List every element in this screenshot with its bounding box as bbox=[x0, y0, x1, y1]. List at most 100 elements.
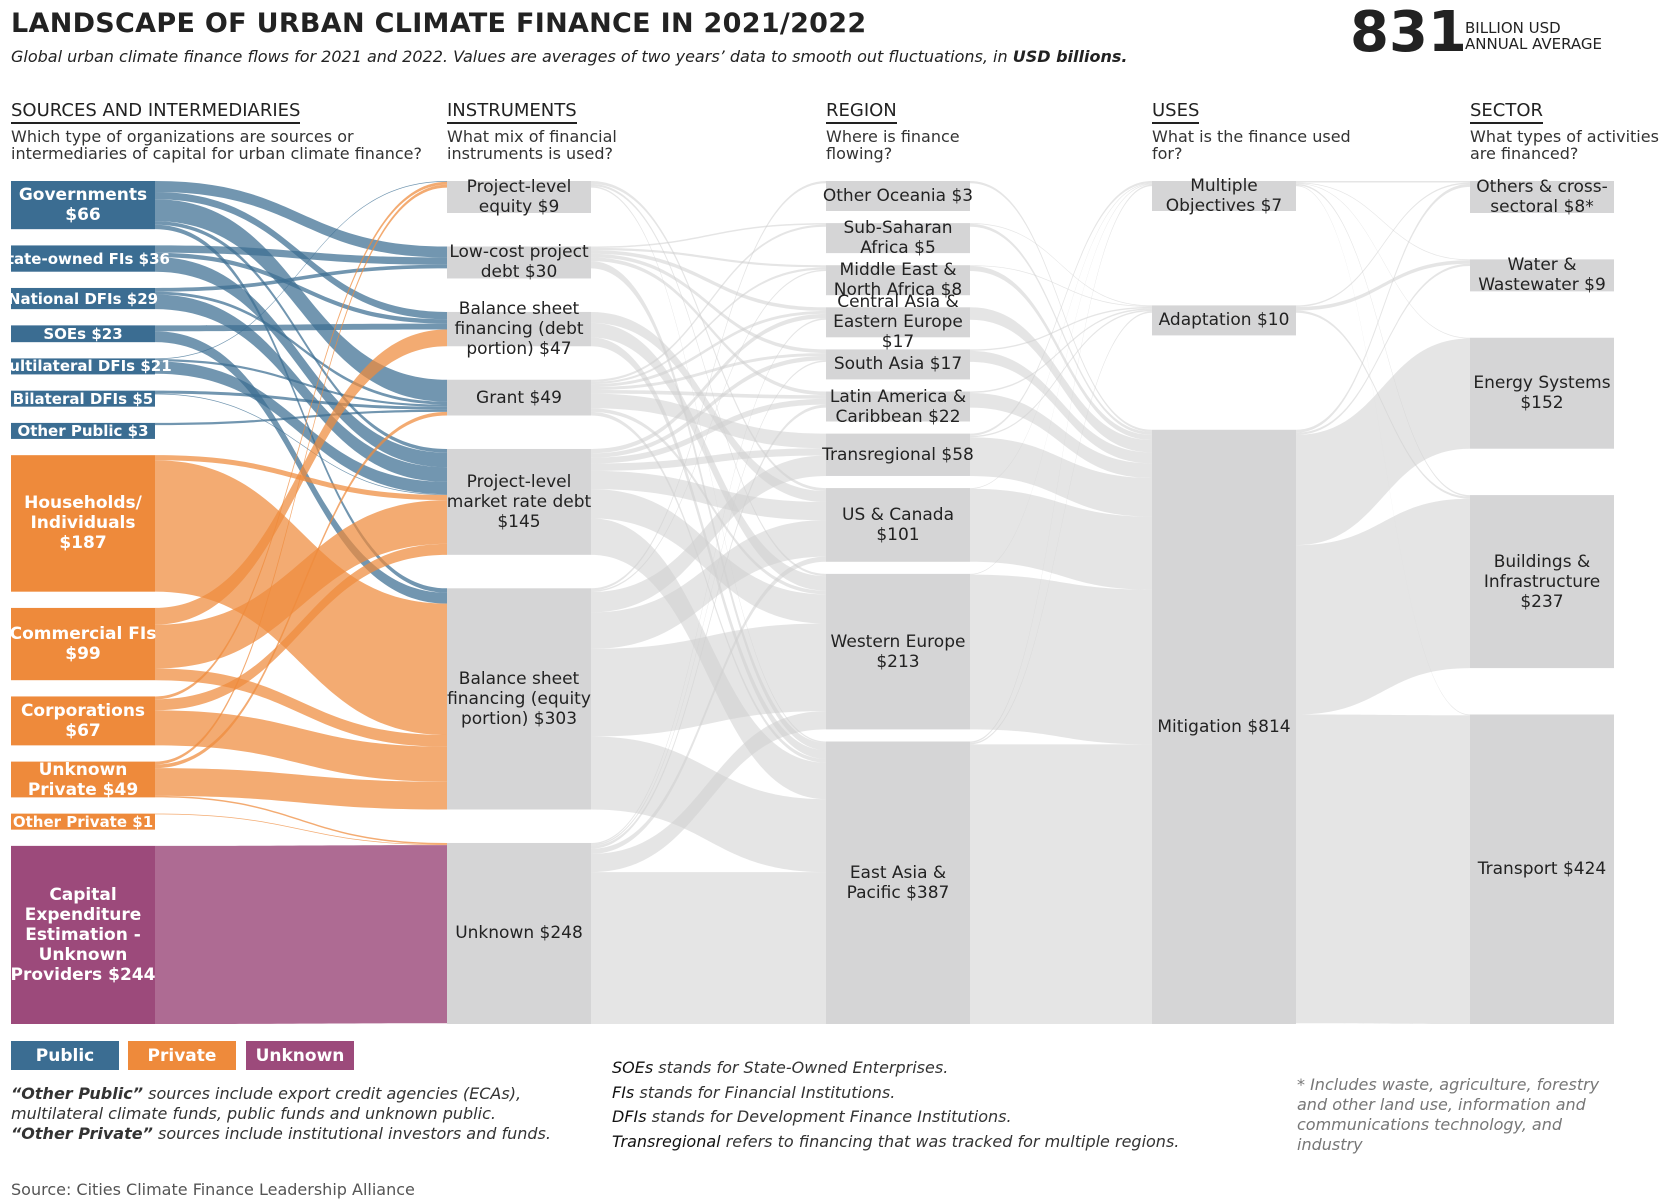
node-label: Balance sheet financing (debt portion) $… bbox=[443, 299, 595, 359]
node-value: $187 bbox=[59, 533, 107, 554]
node-label: Transregional $58 bbox=[822, 434, 974, 476]
column-question: What types of activities are financed? bbox=[1470, 127, 1659, 163]
node-text: Latin America & Caribbean $22 bbox=[822, 387, 974, 427]
node bbox=[11, 455, 155, 592]
note: DFIs stands for Development Finance Inst… bbox=[612, 1105, 1252, 1130]
column-title: USES bbox=[1152, 100, 1200, 124]
flow bbox=[1296, 183, 1470, 339]
node bbox=[826, 488, 970, 562]
node bbox=[11, 390, 155, 407]
flow bbox=[970, 744, 1152, 1024]
node bbox=[1470, 259, 1614, 292]
node-label: Project-level equity $9 bbox=[443, 177, 595, 217]
node-value: $67 bbox=[65, 720, 101, 741]
subtitle-text: Global urban climate finance flows for 2… bbox=[11, 47, 1008, 66]
node-text: Unknown Private $49 bbox=[7, 760, 159, 800]
node bbox=[826, 573, 970, 730]
flow bbox=[155, 409, 447, 426]
node-name: Other Public bbox=[17, 421, 123, 440]
node-text: SOEs $23 bbox=[43, 324, 122, 344]
note: FIs stands for Financial Institutions. bbox=[612, 1081, 1252, 1106]
column-title: REGION bbox=[826, 100, 897, 124]
node-label: Capital Expenditure Estimation - Unknown… bbox=[7, 846, 159, 1024]
note-term: Transregional bbox=[612, 1131, 721, 1151]
node-label: Balance sheet financing (equity portion)… bbox=[443, 588, 595, 809]
node bbox=[11, 358, 155, 375]
flow bbox=[591, 389, 826, 399]
flow bbox=[591, 310, 826, 388]
node-value: $3 bbox=[127, 421, 149, 440]
note-text: sources include institutional investors … bbox=[158, 1124, 551, 1143]
node-value: $387 bbox=[906, 882, 950, 903]
node bbox=[826, 349, 970, 380]
node-value: $9 bbox=[1584, 275, 1606, 296]
flow bbox=[591, 223, 826, 248]
note-term: DFIs bbox=[612, 1107, 647, 1126]
flow bbox=[591, 313, 826, 454]
node-label: US & Canada $101 bbox=[822, 488, 974, 562]
legend-item: Unknown bbox=[246, 1041, 354, 1070]
node bbox=[447, 448, 591, 555]
node-name: Unknown bbox=[455, 923, 535, 944]
flow bbox=[1296, 183, 1470, 497]
flow bbox=[591, 556, 826, 854]
node-label: Multilateral DFIs $21 bbox=[0, 357, 172, 375]
flow bbox=[155, 184, 447, 765]
flow bbox=[970, 308, 1152, 393]
note-term: SOEs bbox=[612, 1058, 654, 1077]
node-name: Balance sheet financing (equity portion) bbox=[447, 668, 591, 729]
node-text: East Asia & Pacific $387 bbox=[822, 863, 974, 903]
node-name: Energy Systems bbox=[1473, 373, 1611, 394]
node-text: Governments $66 bbox=[7, 185, 159, 225]
node-value: $36 bbox=[138, 249, 170, 268]
column-header: USES What is the finance used for? bbox=[1152, 100, 1352, 162]
node bbox=[11, 607, 155, 681]
node-text: Other Private $1 bbox=[13, 812, 153, 832]
node-label: Unknown $248 bbox=[443, 843, 595, 1024]
flow bbox=[970, 488, 1152, 590]
node bbox=[1152, 305, 1296, 336]
node-value: $101 bbox=[876, 524, 920, 545]
node-value: $145 bbox=[497, 511, 541, 532]
flow bbox=[970, 307, 1152, 453]
notes-left: “Other Public” sources include export cr… bbox=[11, 1084, 581, 1144]
node-text: Adaptation $10 bbox=[1159, 310, 1290, 330]
node-text: Low-cost project debt $30 bbox=[443, 242, 595, 282]
flow bbox=[970, 392, 1152, 478]
node-value: $66 bbox=[65, 205, 101, 226]
flow bbox=[970, 350, 1152, 464]
node bbox=[1470, 495, 1614, 669]
flow bbox=[591, 183, 826, 577]
node-label: Other Public $3 bbox=[7, 421, 159, 440]
node-text: Multiple Objectives $7 bbox=[1148, 176, 1300, 216]
flow bbox=[591, 181, 826, 591]
node-name: Other Oceania bbox=[822, 186, 947, 206]
node-value: $9 bbox=[537, 197, 560, 217]
node-name: Corporations bbox=[20, 700, 146, 721]
subtitle-emphasis: USD billions. bbox=[1012, 47, 1128, 66]
node-text: Capital Expenditure Estimation - Unknown… bbox=[7, 885, 159, 985]
node-text: Project-level market rate debt $145 bbox=[443, 472, 595, 532]
node-label: Mitigation $814 bbox=[1148, 430, 1300, 1024]
note-text: refers to financing that was tracked for… bbox=[725, 1131, 1180, 1151]
footnote: * Includes waste, agriculture, forestry … bbox=[1297, 1075, 1600, 1154]
node-value: $3 bbox=[951, 186, 974, 206]
flow bbox=[155, 252, 447, 324]
column-title: INSTRUMENTS bbox=[447, 100, 577, 124]
flow bbox=[155, 668, 447, 747]
node-value: $213 bbox=[876, 651, 920, 672]
node bbox=[826, 307, 970, 338]
node bbox=[447, 379, 591, 416]
flow bbox=[591, 250, 826, 311]
flow bbox=[591, 455, 826, 613]
node-label: Western Europe $213 bbox=[822, 574, 974, 729]
flow bbox=[1296, 338, 1470, 546]
node-name: US & Canada bbox=[842, 504, 954, 525]
flow bbox=[970, 309, 1152, 438]
flow bbox=[970, 181, 1152, 432]
flow bbox=[970, 265, 1152, 307]
node-value: $152 bbox=[1520, 393, 1564, 414]
flow bbox=[591, 711, 826, 873]
node-name: Project-level market rate debt bbox=[446, 471, 592, 512]
note: “Other Private” sources include institut… bbox=[11, 1124, 581, 1144]
